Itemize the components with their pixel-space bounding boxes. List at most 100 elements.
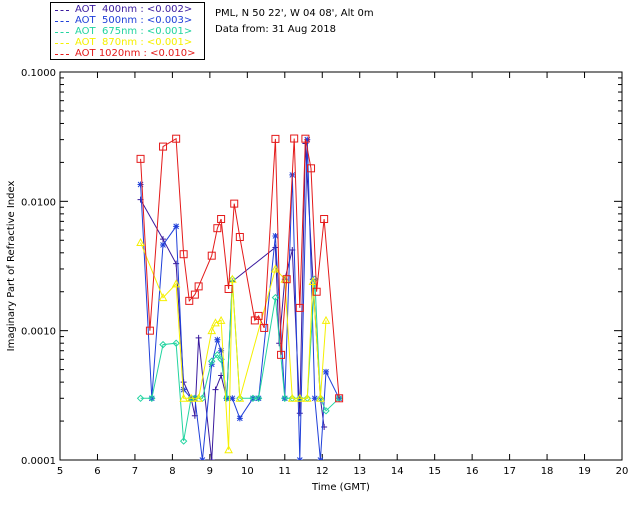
data-point: [212, 386, 219, 393]
data-point: [160, 241, 167, 248]
data-point: [260, 323, 269, 332]
data-point: [179, 250, 188, 259]
series-group: [136, 134, 344, 460]
data-point: [290, 134, 299, 143]
data-point: [272, 244, 279, 251]
data-point: [159, 142, 168, 151]
data-point: [158, 293, 168, 302]
y-tick-label: 0.0001: [21, 456, 56, 467]
data-point: [194, 393, 203, 402]
data-point: [335, 394, 344, 403]
data-point: [301, 134, 310, 143]
x-tick-label: 16: [466, 466, 479, 477]
data-point: [296, 457, 303, 460]
x-tick-label: 18: [541, 466, 554, 477]
legend-item: AOT 500nm : <0.003>: [55, 15, 192, 27]
data-point: [308, 276, 318, 285]
data-point: [307, 164, 316, 173]
data-point: [296, 410, 303, 417]
series-line: [140, 143, 325, 460]
site-info: PML, N 50 22', W 04 08', Alt 0m: [215, 8, 374, 19]
data-point: [223, 394, 231, 402]
data-point: [211, 318, 220, 327]
data-point: [317, 457, 324, 460]
legend-line: [55, 20, 69, 22]
y-axis-label: Imaginary Part of Refractive Index: [6, 181, 17, 352]
data-point: [218, 347, 225, 354]
legend-label: AOT 675nm : <0.001>: [75, 26, 193, 37]
legend-line: [55, 9, 69, 11]
data-point: [148, 394, 156, 402]
data-point: [311, 395, 318, 402]
data-point: [194, 282, 203, 291]
data-point: [304, 136, 311, 143]
data-point: [171, 279, 181, 288]
data-point: [213, 351, 222, 359]
legend-item: AOT 1020nm : <0.010>: [55, 48, 195, 60]
data-point: [179, 393, 188, 402]
data-point: [214, 336, 221, 343]
data-point: [172, 339, 180, 347]
data-point: [321, 315, 331, 324]
data-point: [195, 334, 202, 341]
data-point: [302, 393, 312, 402]
data-point: [230, 199, 239, 208]
series-line: [140, 137, 340, 399]
data-point: [295, 393, 305, 402]
data-point: [207, 251, 216, 260]
data-point: [160, 236, 167, 243]
x-tick-label: 10: [241, 466, 254, 477]
y-tick-label: 0.1000: [21, 68, 56, 79]
x-tick-label: 15: [428, 466, 441, 477]
x-tick-label: 13: [353, 466, 366, 477]
data-point: [208, 457, 215, 460]
x-tick-label: 11: [278, 466, 291, 477]
data-point: [249, 394, 257, 402]
data-point: [172, 134, 181, 143]
data-point: [236, 415, 243, 422]
data-point: [282, 275, 291, 284]
x-tick-label: 14: [391, 466, 404, 477]
legend-item: AOT 675nm : <0.001>: [55, 26, 192, 38]
data-point: [271, 264, 280, 273]
data-point: [229, 395, 236, 402]
data-point: [208, 357, 216, 365]
data-point: [159, 340, 167, 349]
series-line: [140, 139, 340, 460]
data-point: [224, 284, 233, 293]
legend-label: AOT 400nm : <0.002>: [75, 4, 193, 15]
data-point: [186, 393, 196, 402]
x-tick-label: 12: [316, 466, 329, 477]
data-point: [235, 393, 245, 402]
data-point: [235, 232, 244, 241]
x-tick-label: 20: [616, 466, 629, 477]
data-point: [190, 290, 199, 299]
data-point: [335, 394, 343, 402]
data-point: [136, 154, 145, 163]
data-point: [277, 350, 286, 359]
data-point: [271, 293, 280, 302]
legend-label: AOT 1020nm : <0.010>: [75, 48, 196, 59]
legend-item: AOT 870nm : <0.001>: [55, 37, 192, 49]
data-point: [295, 303, 304, 312]
data-point: [287, 393, 297, 402]
legend-item: AOT 400nm : <0.002>: [55, 4, 192, 16]
legend-line: [55, 42, 69, 44]
x-tick-label: 8: [169, 466, 175, 477]
x-tick-label: 19: [578, 466, 591, 477]
data-point: [322, 407, 330, 415]
x-tick-label: 6: [94, 466, 100, 477]
x-tick-label: 17: [503, 466, 516, 477]
data-point: [272, 232, 279, 239]
y-tick-label: 0.0010: [21, 327, 56, 338]
x-tick-label: 5: [57, 466, 63, 477]
date-info: Data from: 31 Aug 2018: [215, 24, 336, 35]
data-point: [320, 215, 329, 224]
data-point: [224, 445, 233, 454]
data-point: [207, 326, 217, 335]
data-point: [271, 134, 280, 143]
legend-label: AOT 870nm : <0.001>: [75, 37, 193, 48]
series-line: [140, 242, 327, 450]
data-point: [323, 368, 330, 375]
data-point: [254, 311, 263, 320]
